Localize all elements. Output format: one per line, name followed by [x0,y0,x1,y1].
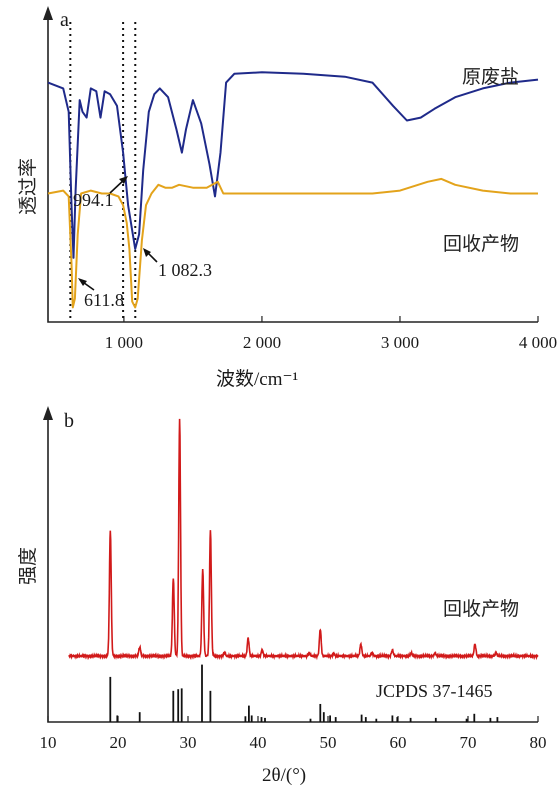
panel-b-xlabel: 2θ/(°) [262,765,306,786]
series-label-recovered-b: 回收产物 [443,598,519,620]
panel-a: a 1 000 2 000 3 000 4 000 波数/cm⁻¹ 透过率 原废盐 回… [17,6,557,390]
panel-a-axes [47,20,538,323]
panel-a-label: a [60,9,69,31]
series-line-raw-salt [47,71,539,259]
x-tick-label-b: 80 [530,733,547,752]
annotation-1082-arrowhead [143,248,151,257]
annotation-611: 611.8 [84,290,124,310]
panel-a-x-ticklabels: 1 000 2 000 3 000 4 000 [105,333,557,352]
x-tick-label-a: 4 000 [519,333,557,352]
series-line-recovered [47,177,538,309]
series-label-recovered-a: 回收产物 [443,233,519,255]
panel-b-x-ticks [47,716,539,722]
panel-a-xlabel: 波数/cm⁻¹ [216,368,299,390]
x-tick-label-b: 50 [320,733,337,752]
series-label-jcpds: JCPDS 37-1465 [376,681,493,701]
panel-b-axes [47,420,538,723]
panel-b-y-arrow [43,406,53,420]
panel-b-x-ticklabels: 10 20 30 40 50 60 70 80 [40,733,547,752]
x-tick-label-b: 30 [180,733,197,752]
panel-b-label: b [64,410,74,432]
x-tick-label-a: 3 000 [381,333,419,352]
x-tick-label-b: 70 [460,733,477,752]
panel-b-ylabel: 强度 [17,547,39,585]
panel-a-series [47,71,539,309]
x-tick-label-a: 1 000 [105,333,143,352]
annotation-611-arrowhead [78,278,87,286]
series-line-xrd-recovered [68,418,539,661]
x-tick-label-b: 40 [250,733,267,752]
x-tick-label-b: 20 [110,733,127,752]
x-tick-label-b: 10 [40,733,57,752]
annotation-994: 994.1 [73,190,114,210]
x-tick-label-a: 2 000 [243,333,281,352]
panel-b: b 10 20 30 40 50 60 70 80 2θ/(°) 强度 回收产物 JCPDS … [17,406,547,786]
annotation-1082: 1 082.3 [158,260,212,280]
annotation-994-arrowhead [119,176,128,184]
panel-b-series [68,418,539,722]
x-tick-label-b: 60 [390,733,407,752]
series-label-raw-salt: 原废盐 [462,66,519,88]
panel-a-y-arrow [43,6,53,20]
panel-a-x-ticks [123,316,539,322]
panel-a-ylabel: 透过率 [17,158,39,215]
